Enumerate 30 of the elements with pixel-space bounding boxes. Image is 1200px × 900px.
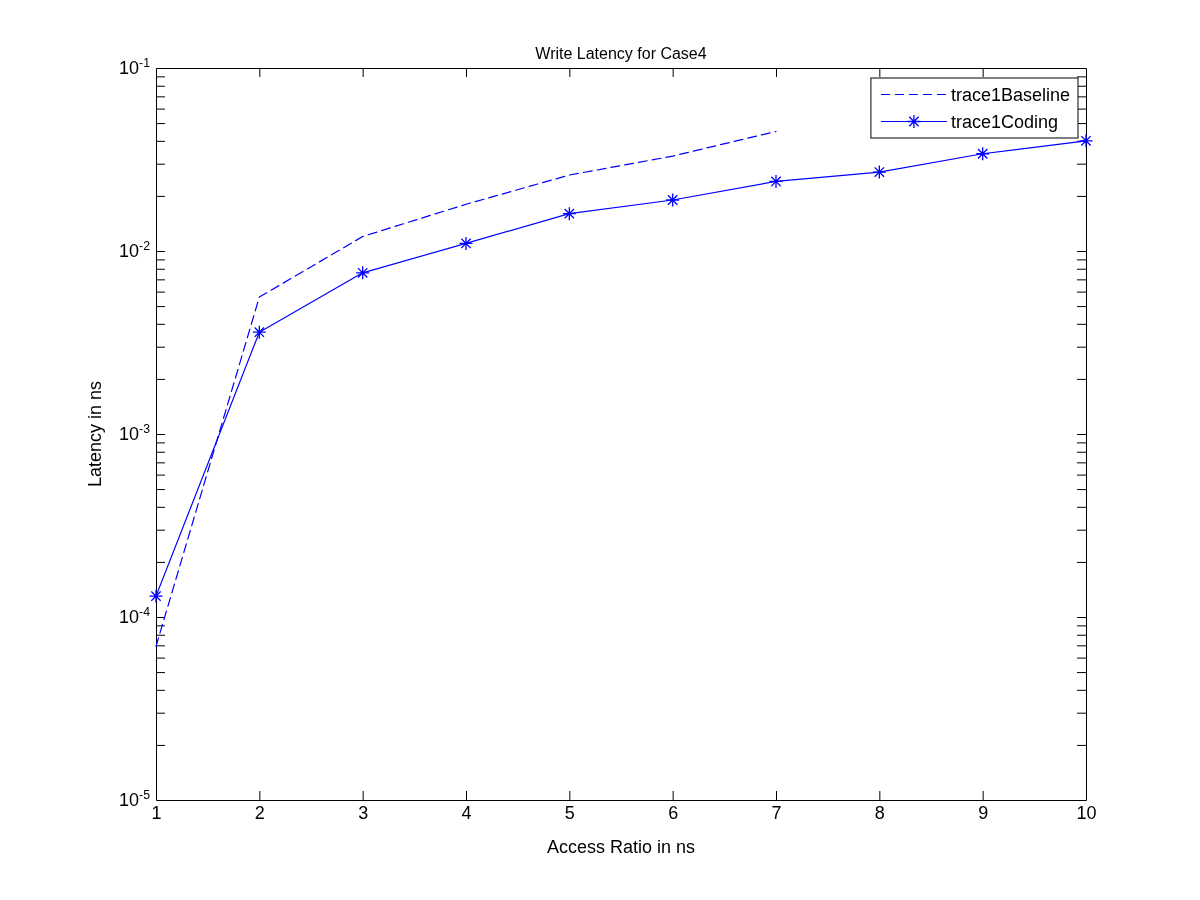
x-axis-title: Access Ratio in ns — [546, 837, 696, 857]
point — [768, 174, 784, 189]
y-tick-label: 10$^{-2}$ — [119, 239, 151, 262]
point — [562, 206, 577, 221]
point — [355, 265, 370, 280]
x-tick-label: 9 — [978, 802, 989, 823]
x-tick-label: 2 — [254, 802, 265, 823]
x-tick-label: 6 — [668, 802, 679, 823]
x-tick-label: 10 — [1076, 802, 1097, 823]
y-tick-label: 10$^{-5}$ — [119, 788, 151, 811]
point — [665, 192, 680, 208]
legend-label: trace1Coding — [950, 111, 1058, 132]
point — [872, 164, 887, 180]
point — [148, 589, 164, 604]
x-tick-label: 8 — [874, 802, 885, 823]
y-tick-label: 10$^{-3}$ — [119, 422, 151, 445]
legend-label: trace1Baseline — [950, 84, 1070, 105]
chart-title: Write Latency for Case4 — [535, 45, 707, 62]
x-tick-label: 4 — [461, 802, 472, 823]
y-tick-label: 10$^{-4}$ — [119, 605, 151, 628]
x-tick-label: 1 — [151, 802, 162, 823]
y-axis-title: Latency in ns — [85, 380, 105, 488]
point — [252, 325, 267, 340]
x-tick-label: 7 — [771, 802, 782, 823]
x-tick-label: 3 — [358, 802, 369, 823]
point — [975, 146, 990, 161]
x-tick-label: 5 — [564, 802, 575, 823]
y-tick-label: 10$^{-1}$ — [119, 56, 151, 79]
point — [458, 236, 474, 251]
point — [1078, 133, 1094, 148]
